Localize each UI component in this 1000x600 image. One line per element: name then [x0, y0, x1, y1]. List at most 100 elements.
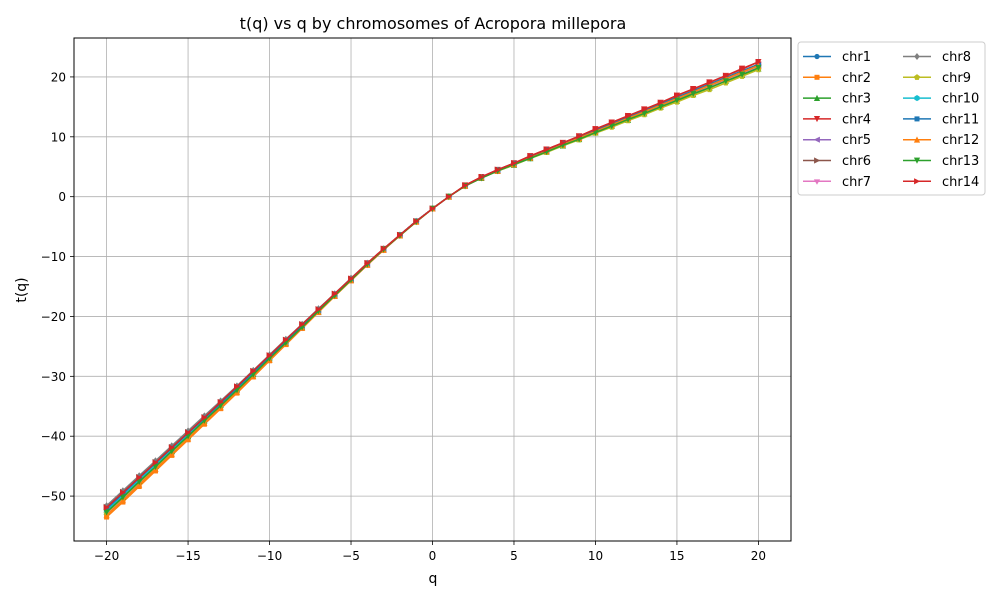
legend-swatch-marker — [913, 157, 921, 164]
data-point-chr14 — [250, 367, 257, 375]
data-point-chr14 — [559, 139, 567, 146]
y-tick-label: −30 — [41, 370, 66, 384]
data-point-chr14 — [722, 72, 730, 79]
data-point-chr14 — [299, 321, 306, 328]
legend-swatch-marker — [913, 74, 921, 80]
data-point-chr14 — [592, 125, 599, 133]
x-tick-label: 5 — [510, 549, 518, 563]
legend-label: chr14 — [942, 175, 979, 190]
data-point-chr14 — [217, 398, 224, 406]
y-tick-label: 10 — [51, 130, 66, 144]
x-tick-label: −5 — [342, 549, 360, 563]
data-point-chr14 — [234, 383, 241, 390]
legend-label: chr7 — [842, 175, 871, 190]
x-axis-label: q — [429, 571, 438, 587]
data-point-chr14 — [348, 275, 355, 282]
data-point-chr14 — [462, 182, 469, 189]
data-point-chr14 — [641, 106, 648, 113]
data-point-chr14 — [543, 146, 550, 153]
y-axis-label: t(q) — [14, 277, 30, 302]
legend-swatch-marker — [813, 179, 821, 185]
data-point-chr14 — [380, 245, 387, 252]
legend-swatch-marker — [914, 116, 920, 122]
data-point-chr14 — [201, 414, 208, 421]
legend-item-chr11: chr11 — [903, 112, 979, 127]
data-point-chr14 — [608, 119, 616, 126]
data-point-chr13 — [690, 90, 697, 97]
data-point-chr13 — [739, 71, 746, 78]
data-point-chr14 — [527, 152, 534, 160]
data-point-chr14 — [706, 79, 713, 86]
data-point-chr14 — [364, 260, 371, 267]
x-tick-label: 20 — [751, 549, 766, 563]
data-point-chr13 — [706, 84, 713, 91]
legend-label: chr6 — [842, 154, 871, 169]
series-chr14 — [103, 58, 762, 511]
data-point-chr14 — [657, 99, 664, 106]
legend-item-chr6: chr6 — [803, 154, 871, 169]
data-point-chr14 — [674, 92, 681, 99]
x-tick-label: 10 — [588, 549, 603, 563]
data-point-chr14 — [103, 504, 110, 511]
legend-label: chr3 — [842, 92, 871, 107]
legend-swatch-marker — [814, 53, 820, 60]
data-point-chr14 — [185, 429, 192, 436]
legend-swatch-marker — [813, 94, 821, 101]
legend-swatch-marker — [813, 136, 820, 143]
legend-item-chr3: chr3 — [803, 92, 871, 107]
legend-item-chr13: chr13 — [903, 154, 979, 169]
x-tick-label: −10 — [257, 549, 282, 563]
data-point-chr14 — [315, 306, 322, 313]
legend-swatch-marker — [814, 157, 821, 164]
legend-item-chr9: chr9 — [903, 71, 971, 86]
x-tick-label: −20 — [94, 549, 119, 563]
legend-item-chr2: chr2 — [803, 71, 871, 86]
data-point-chr14 — [494, 166, 501, 173]
data-point-chr13 — [673, 97, 681, 104]
legend-label: chr9 — [942, 71, 971, 86]
legend-item-chr4: chr4 — [803, 112, 871, 127]
legend-swatch-marker — [914, 95, 920, 102]
legend-item-chr12: chr12 — [903, 133, 979, 148]
legend-item-chr10: chr10 — [903, 92, 979, 107]
data-point-chr13 — [103, 509, 110, 516]
legend-label: chr8 — [942, 50, 971, 65]
series-lines — [103, 58, 762, 520]
legend-label: chr4 — [842, 112, 871, 127]
y-tick-label: −40 — [41, 430, 66, 444]
y-tick-label: −20 — [41, 310, 66, 324]
legend-label: chr5 — [842, 133, 871, 148]
data-point-chr14 — [152, 459, 159, 466]
chart-title: t(q) vs q by chromosomes of Acropora mil… — [240, 14, 627, 33]
y-tick-label: −10 — [41, 250, 66, 264]
data-point-chr14 — [397, 231, 404, 239]
data-point-chr14 — [119, 489, 127, 496]
data-point-chr14 — [282, 336, 290, 343]
x-tick-label: 0 — [429, 549, 437, 563]
data-point-chr14 — [429, 205, 436, 212]
data-point-chr13 — [722, 78, 729, 85]
grid — [74, 38, 791, 541]
data-point-chr14 — [168, 444, 176, 451]
data-point-chr13 — [119, 494, 126, 501]
x-tick-label: −15 — [175, 549, 200, 563]
data-point-chr14 — [413, 218, 420, 225]
x-tick-label: 15 — [669, 549, 684, 563]
y-tick-label: 0 — [58, 190, 66, 204]
legend-swatch-marker — [813, 116, 821, 123]
legend-item-chr5: chr5 — [803, 133, 871, 148]
data-point-chr14 — [755, 58, 762, 66]
legend-item-chr14: chr14 — [903, 175, 979, 190]
data-point-chr13 — [755, 65, 762, 72]
y-tick-label: 20 — [51, 70, 66, 84]
legend-label: chr2 — [842, 71, 871, 86]
data-point-chr14 — [478, 173, 485, 181]
legend-label: chr11 — [942, 112, 979, 127]
legend-box — [797, 41, 986, 196]
legend-swatch-marker — [913, 136, 921, 143]
legend-item-chr7: chr7 — [803, 175, 871, 190]
legend-label: chr10 — [942, 92, 979, 107]
data-point-chr14 — [739, 66, 746, 73]
